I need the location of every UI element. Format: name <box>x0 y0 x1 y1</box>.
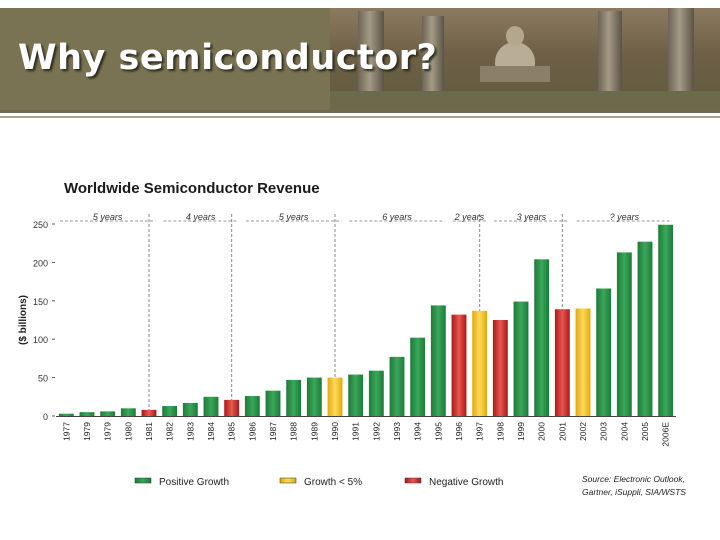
x-tick-label: 2005 <box>640 422 650 441</box>
x-tick-label: 1993 <box>392 422 402 441</box>
cycle-label: 4 years <box>186 212 216 222</box>
bar <box>575 308 591 416</box>
bar <box>637 241 653 416</box>
bar <box>100 411 116 416</box>
x-tick-label: 1989 <box>309 422 319 441</box>
bar <box>182 402 198 416</box>
bar <box>534 259 550 416</box>
bar <box>616 252 632 416</box>
bar <box>79 412 95 416</box>
x-tick-label: 1995 <box>433 422 443 441</box>
x-tick-label: 2004 <box>619 422 629 441</box>
x-tick-label: 1997 <box>475 422 485 441</box>
y-tick-label: 200 <box>33 258 48 268</box>
cycle-label: 3 years <box>517 212 547 222</box>
x-tick-label: 2000 <box>537 422 547 441</box>
x-tick-label: 1979 <box>103 422 113 441</box>
title-band <box>0 8 330 111</box>
cycle-label: ? years <box>610 212 640 222</box>
bar <box>306 377 322 416</box>
bar <box>327 377 343 416</box>
x-tick-label: 1987 <box>268 422 278 441</box>
bar <box>596 288 612 416</box>
bar <box>224 399 240 416</box>
bar <box>141 409 157 416</box>
bar <box>348 374 364 416</box>
y-tick-label: 100 <box>33 335 48 345</box>
bar <box>265 390 281 416</box>
x-tick-label: 1990 <box>330 422 340 441</box>
x-tick-label: 2006E <box>661 422 671 447</box>
title-banner: Why semiconductor? <box>0 0 720 122</box>
bar <box>410 337 426 416</box>
y-tick-label: 250 <box>33 220 48 230</box>
y-tick-label: 50 <box>38 374 48 384</box>
bar <box>430 305 446 416</box>
y-axis-label: ($ billions) <box>18 295 29 345</box>
x-tick-label: 1983 <box>185 422 195 441</box>
bar <box>658 224 674 416</box>
legend-label: Positive Growth <box>159 477 229 488</box>
x-tick-label: 1980 <box>123 422 133 441</box>
cycle-label: 5 years <box>93 212 123 222</box>
chart-title: Worldwide Semiconductor Revenue <box>64 180 320 197</box>
bar <box>58 413 74 416</box>
x-tick-label: 1981 <box>144 422 154 441</box>
bar <box>203 396 219 416</box>
cycle-label: 2 years <box>454 212 485 222</box>
y-tick-label: 150 <box>33 297 48 307</box>
bar <box>554 309 570 416</box>
slide-title: Why semiconductor? <box>18 38 438 78</box>
legend-label: Negative Growth <box>429 477 503 488</box>
x-tick-label: 1982 <box>165 422 175 441</box>
x-tick-label: 1986 <box>247 422 257 441</box>
bar <box>472 310 488 416</box>
x-tick-label: 2002 <box>578 422 588 441</box>
legend-swatch <box>134 477 152 484</box>
cycle-label: 5 years <box>279 212 309 222</box>
bar <box>389 356 405 416</box>
legend-swatch <box>279 477 297 484</box>
source-note: Gartner, iSuppli, SIA/WSTS <box>582 487 686 497</box>
bar <box>162 406 178 416</box>
title-rule <box>0 110 720 113</box>
bar <box>368 370 384 416</box>
x-tick-label: 1994 <box>413 422 423 441</box>
bar <box>120 408 136 416</box>
x-tick-label: 1992 <box>371 422 381 441</box>
x-tick-label: 2001 <box>557 422 567 441</box>
bar <box>451 314 467 416</box>
x-tick-label: 1996 <box>454 422 464 441</box>
bar <box>244 396 260 416</box>
legend-label: Growth < 5% <box>304 477 362 488</box>
x-tick-label: 1985 <box>227 422 237 441</box>
cycle-label: 6 years <box>382 212 412 222</box>
x-tick-label: 1998 <box>495 422 505 441</box>
x-tick-label: 1991 <box>351 422 361 441</box>
x-tick-label: 2003 <box>599 422 609 441</box>
bar <box>492 320 508 416</box>
x-tick-label: 1999 <box>516 422 526 441</box>
x-tick-label: 1979 <box>82 422 92 441</box>
x-tick-label: 1984 <box>206 422 216 441</box>
x-tick-label: 1988 <box>289 422 299 441</box>
revenue-chart: Worldwide Semiconductor Revenue ($ billio… <box>18 180 686 497</box>
bar <box>513 301 529 416</box>
title-rule-secondary <box>0 116 720 118</box>
legend-swatch <box>404 477 422 484</box>
y-tick-label: 0 <box>43 412 48 422</box>
temple-photo <box>330 8 720 111</box>
source-note: Source: Electronic Outlook, <box>582 474 685 484</box>
bar <box>286 379 302 416</box>
x-tick-label: 1977 <box>61 422 71 441</box>
